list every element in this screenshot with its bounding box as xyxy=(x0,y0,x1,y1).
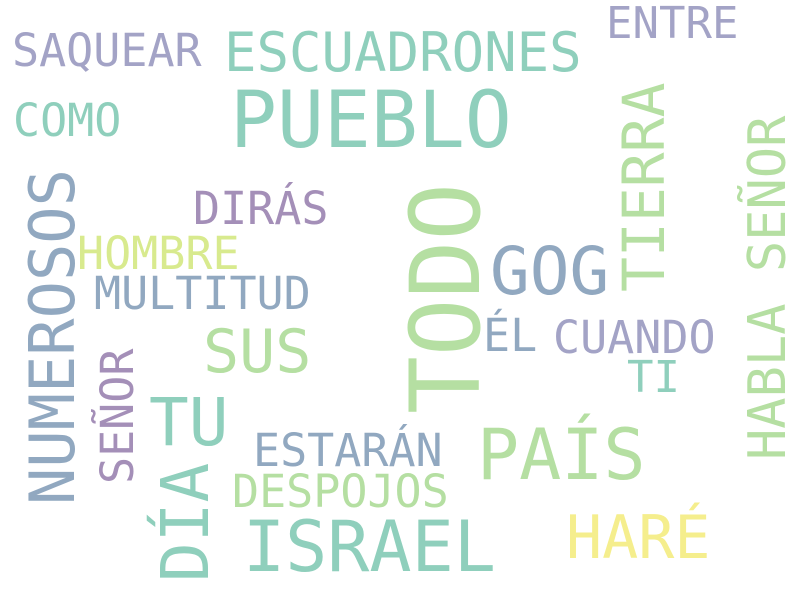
word-pais: PAÍS xyxy=(477,414,646,496)
word-pueblo: PUEBLO xyxy=(230,76,512,166)
word-sus: SUS xyxy=(203,317,312,387)
word-diras: DIRÁS xyxy=(193,182,329,235)
word-gog: GOG xyxy=(490,233,610,310)
word-cuando: CUANDO xyxy=(553,311,716,364)
word-hombre: HOMBRE xyxy=(77,227,240,280)
word-dia: DÍA xyxy=(147,462,224,582)
word-tu: TU xyxy=(149,384,229,461)
word-habla-senor: HABLA SEÑOR xyxy=(738,115,798,460)
word-estaran: ESTARÁN xyxy=(253,424,443,477)
word-tierra: TIERRA xyxy=(610,82,678,292)
word-todo: TODO xyxy=(390,182,502,414)
word-el: ÉL xyxy=(483,309,538,362)
word-hare: HARÉ xyxy=(566,503,711,573)
word-numerosos: NUMEROSOS xyxy=(16,169,89,505)
word-despojos: DESPOJOS xyxy=(232,465,449,518)
word-ti: TI xyxy=(627,352,680,403)
word-escuadrones: ESCUADRONES xyxy=(224,21,582,84)
word-multitud: MULTITUD xyxy=(94,267,311,320)
word-israel: ISRAEL xyxy=(243,506,496,588)
word-senor: SEÑOR xyxy=(91,348,144,484)
word-saquear: SAQUEAR xyxy=(12,24,202,77)
word-como: COMO xyxy=(13,94,122,147)
word-entre: ENTRE xyxy=(606,0,739,49)
